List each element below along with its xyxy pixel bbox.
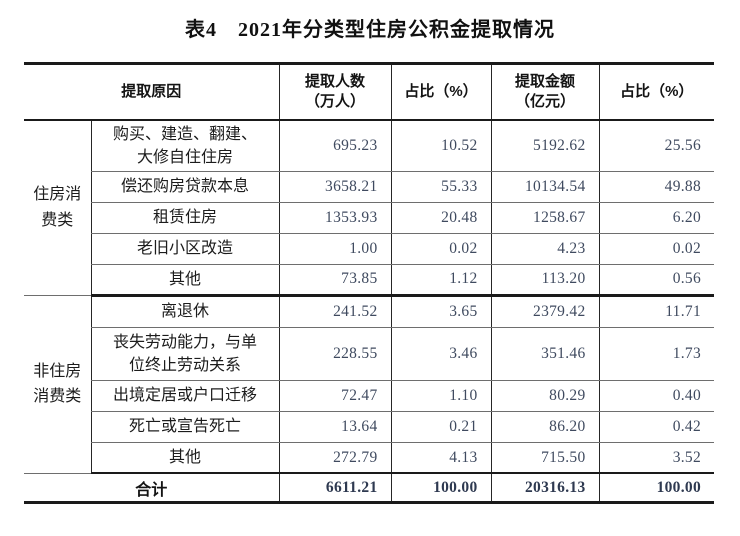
people-cell: 228.55 xyxy=(278,327,392,381)
total-amount-cell: 20316.13 xyxy=(490,473,600,503)
fund-withdrawal-table: 提取原因 提取人数 （万人） 占比（%） 提取金额 （亿元） 占比（%） 住房消… xyxy=(24,62,715,504)
people-pct-cell: 0.02 xyxy=(390,233,492,265)
amount-pct-cell: 6.20 xyxy=(598,202,715,234)
amount-cell: 10134.54 xyxy=(490,171,600,203)
people-cell: 1353.93 xyxy=(278,202,392,234)
header-people: 提取人数 （万人） xyxy=(278,63,392,121)
reason-cell: 偿还购房贷款本息 xyxy=(90,171,280,203)
amount-cell: 4.23 xyxy=(490,233,600,265)
header-people-line1: 提取人数 xyxy=(305,72,366,90)
people-pct-cell: 4.13 xyxy=(390,442,492,475)
people-cell: 241.52 xyxy=(278,295,392,328)
reason-cell: 离退休 xyxy=(90,295,280,328)
header-amount: 提取金额 （亿元） xyxy=(490,63,600,121)
people-cell: 13.64 xyxy=(278,411,392,443)
people-pct-cell: 20.48 xyxy=(390,202,492,234)
group-label-housing: 住房消费类 xyxy=(24,119,91,296)
amount-pct-cell: 3.52 xyxy=(598,442,715,475)
amount-cell: 715.50 xyxy=(490,442,600,475)
people-pct-cell: 3.46 xyxy=(390,327,492,381)
amount-pct-cell: 25.56 xyxy=(598,119,715,172)
amount-cell: 1258.67 xyxy=(490,202,600,234)
amount-cell: 351.46 xyxy=(490,327,600,381)
table-row: 其他 272.79 4.13 715.50 3.52 xyxy=(24,442,715,475)
table-row: 丧失劳动能力，与单位终止劳动关系 228.55 3.46 351.46 1.73 xyxy=(24,327,715,381)
amount-pct-cell: 1.73 xyxy=(598,327,715,381)
table-row: 非住房消费类 离退休 241.52 3.65 2379.42 11.71 xyxy=(24,295,715,474)
amount-pct-cell: 11.71 xyxy=(598,295,715,328)
amount-pct-cell: 0.40 xyxy=(598,380,715,412)
amount-pct-cell: 0.56 xyxy=(598,264,715,297)
reason-cell: 租赁住房 xyxy=(90,202,280,234)
page-title: 表4 2021年分类型住房公积金提取情况 xyxy=(185,19,555,41)
table-row: 死亡或宣告死亡 13.64 0.21 86.20 0.42 xyxy=(24,411,715,443)
table-row: 老旧小区改造 1.00 0.02 4.23 0.02 xyxy=(24,233,715,265)
people-cell: 695.23 xyxy=(278,119,392,172)
header-reason: 提取原因 xyxy=(24,63,280,121)
reason-cell: 其他 xyxy=(90,442,280,475)
people-pct-cell: 1.10 xyxy=(390,380,492,412)
people-pct-cell: 10.52 xyxy=(390,119,492,172)
table-row: 租赁住房 1353.93 20.48 1258.67 6.20 xyxy=(24,202,715,234)
total-people-pct-cell: 100.00 xyxy=(390,473,492,503)
total-row: 合计 6611.21 100.00 20316.13 100.00 xyxy=(24,473,715,503)
header-amount-line2: （亿元） xyxy=(515,92,576,110)
table-row: 住房消费类 购买、建造、翻建、大修自住住房 695.23 10.52 5192.… xyxy=(24,119,715,296)
total-people-cell: 6611.21 xyxy=(278,473,392,503)
people-pct-cell: 55.33 xyxy=(390,171,492,203)
people-cell: 272.79 xyxy=(278,442,392,475)
amount-cell: 113.20 xyxy=(490,264,600,297)
reason-cell: 死亡或宣告死亡 xyxy=(90,411,280,443)
people-cell: 72.47 xyxy=(278,380,392,412)
amount-pct-cell: 0.02 xyxy=(598,233,715,265)
amount-cell: 5192.62 xyxy=(490,119,600,172)
header-row: 提取原因 提取人数 （万人） 占比（%） 提取金额 （亿元） 占比（%） xyxy=(24,63,715,121)
header-people-line2: （万人） xyxy=(305,92,366,110)
people-pct-cell: 3.65 xyxy=(390,295,492,328)
reason-cell: 老旧小区改造 xyxy=(90,233,280,265)
amount-cell: 2379.42 xyxy=(490,295,600,328)
people-cell: 3658.21 xyxy=(278,171,392,203)
table-row: 偿还购房贷款本息 3658.21 55.33 10134.54 49.88 xyxy=(24,171,715,203)
reason-cell: 丧失劳动能力，与单位终止劳动关系 xyxy=(90,327,280,381)
total-label: 合计 xyxy=(135,481,168,499)
reason-cell: 购买、建造、翻建、大修自住住房 xyxy=(90,119,280,172)
people-pct-cell: 0.21 xyxy=(390,411,492,443)
amount-pct-cell: 49.88 xyxy=(598,171,715,203)
header-amount-line1: 提取金额 xyxy=(515,72,576,90)
group-label-non-housing: 非住房消费类 xyxy=(24,295,91,474)
amount-cell: 86.20 xyxy=(490,411,600,443)
reason-cell: 其他 xyxy=(90,264,280,297)
amount-cell: 80.29 xyxy=(490,380,600,412)
amount-pct-cell: 0.42 xyxy=(598,411,715,443)
table-row: 其他 73.85 1.12 113.20 0.56 xyxy=(24,264,715,297)
table-row: 出境定居或户口迁移 72.47 1.10 80.29 0.40 xyxy=(24,380,715,412)
people-pct-cell: 1.12 xyxy=(390,264,492,297)
people-cell: 73.85 xyxy=(278,264,392,297)
people-cell: 1.00 xyxy=(278,233,392,265)
total-amount-pct-cell: 100.00 xyxy=(598,473,715,503)
header-people-pct: 占比（%） xyxy=(390,63,492,121)
header-amount-pct: 占比（%） xyxy=(598,63,715,121)
reason-cell: 出境定居或户口迁移 xyxy=(90,380,280,412)
